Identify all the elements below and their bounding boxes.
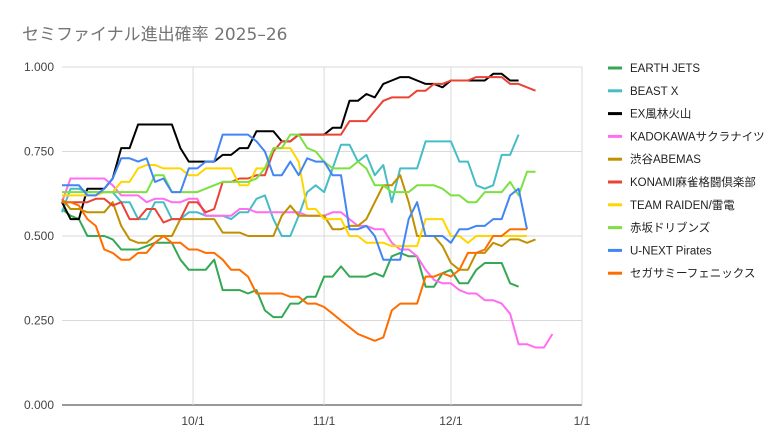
legend-item: KONAMI麻雀格闘倶楽部 [608, 175, 756, 189]
legend-label: EARTH JETS [630, 63, 700, 75]
series-line-8 [62, 133, 536, 204]
x-tick-label: 1/1 [574, 414, 591, 428]
y-tick-label: 0.500 [24, 229, 54, 243]
x-tick-label: 10/1 [181, 414, 205, 428]
legend-label: EX風林火山 [630, 107, 691, 121]
y-tick-label: 0.750 [24, 145, 54, 159]
series-line-7 [62, 147, 527, 248]
series-line-10 [62, 201, 527, 342]
y-tick-label: 0.250 [24, 314, 54, 328]
legend-label: 赤坂ドリブンズ [630, 221, 710, 235]
legend-label: 渋谷ABEMAS [630, 153, 701, 166]
legend-label: KONAMI麻雀格闘倶楽部 [630, 175, 756, 189]
y-tick-label: 0.000 [24, 398, 54, 412]
legend-label: KADOKAWAサクラナイツ [630, 130, 765, 143]
legend-item: U-NEXT Pirates [608, 245, 712, 257]
x-tick-label: 12/1 [439, 414, 463, 428]
series-line-9 [62, 133, 528, 261]
legend-item: EX風林火山 [608, 107, 691, 121]
axis-labels: 0.000 0.250 0.500 0.750 1.000 10/1 11/1 12/1 1/1 [24, 60, 591, 428]
chart-title: セミファイナル進出確率 2025–26 [22, 25, 288, 45]
x-tick-label: 11/1 [313, 414, 336, 428]
series-lines [61, 72, 554, 349]
legend: EARTH JETS BEAST X EX風林火山 KADOKAWAサクラナイツ渋谷A… [608, 63, 765, 280]
legend-item: BEAST X [608, 86, 679, 98]
legend-label: U-NEXT Pirates [630, 245, 712, 257]
y-tick-label: 1.000 [24, 60, 54, 74]
legend-label: BEAST X [630, 86, 679, 98]
legend-item: TEAM RAIDEN/雷電 [608, 199, 735, 212]
legend-label: セガサミーフェニックス [630, 267, 755, 280]
legend-label: TEAM RAIDEN/雷電 [630, 199, 735, 212]
series-line-5 [61, 174, 536, 271]
legend-item: 渋谷ABEMAS [608, 153, 701, 166]
legend-item: セガサミーフェニックス [608, 267, 755, 280]
legend-item: 赤坂ドリブンズ [608, 221, 710, 235]
legend-item: KADOKAWAサクラナイツ [608, 130, 765, 143]
series-line-3 [61, 72, 519, 221]
legend-item: EARTH JETS [608, 63, 700, 75]
